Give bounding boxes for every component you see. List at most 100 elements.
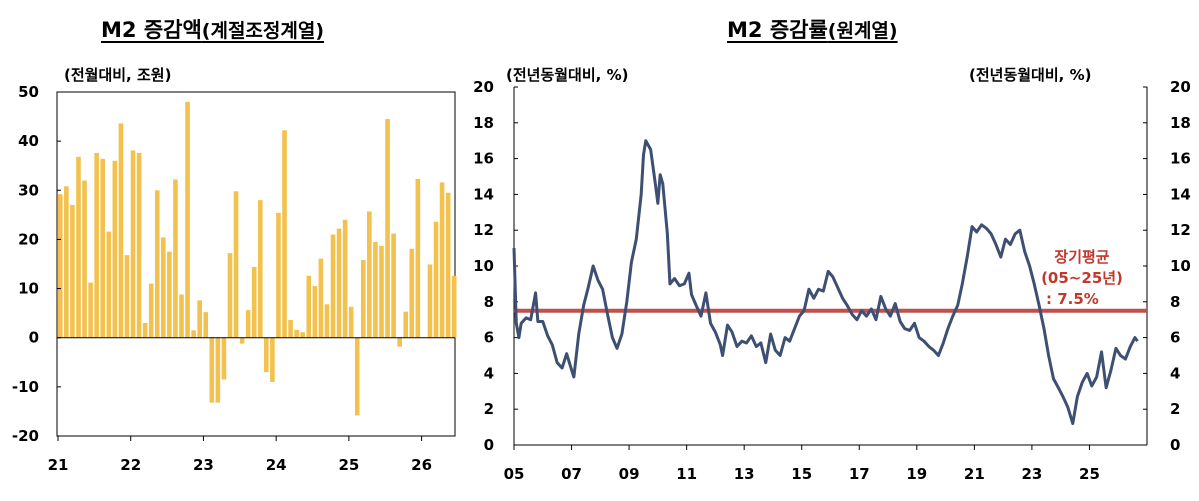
right-y-tick-label-right: 18: [1170, 114, 1191, 132]
bar: [245, 310, 251, 338]
bar: [367, 211, 372, 338]
bar: [318, 258, 324, 338]
right-x-tick-label: 07: [561, 465, 582, 483]
right-y-tick-label-left: 8: [484, 293, 494, 311]
right-x-tick-label: 13: [734, 465, 755, 483]
bar: [130, 150, 136, 338]
left-y-tick-label: 30: [18, 181, 39, 199]
left-y-tick-label: -10: [12, 378, 39, 396]
bar: [433, 221, 439, 338]
right-title-main: M2 증감률: [727, 18, 828, 42]
right-x-tick-label: 09: [619, 465, 640, 483]
m2-growth-line: [512, 139, 1139, 426]
right-x-tick-label: 15: [791, 465, 812, 483]
bar: [221, 337, 227, 380]
right-y-tick-label-right: 2: [1170, 400, 1180, 418]
bar: [58, 194, 63, 338]
bar: [439, 182, 445, 338]
bar: [264, 337, 269, 373]
bar: [282, 130, 287, 338]
bar: [76, 156, 81, 338]
right-y-tick-label-right: 6: [1170, 329, 1180, 347]
bar: [136, 152, 142, 338]
bar: [288, 320, 293, 338]
bar: [427, 264, 433, 338]
bar: [324, 304, 330, 338]
right-x-tick-label: 25: [1079, 465, 1100, 483]
bar: [330, 234, 336, 338]
left-x-tick-label: 26: [411, 456, 432, 474]
left-x-tick-label: 25: [338, 456, 359, 474]
bar: [185, 101, 190, 338]
bar: [257, 200, 263, 338]
left-x-tick-label: 21: [48, 456, 69, 474]
left-y-tick-label: -20: [12, 427, 39, 445]
bar: [294, 329, 299, 338]
right-y-tick-label-right: 8: [1170, 293, 1180, 311]
bar: [197, 300, 202, 338]
right-y-tick-label-left: 14: [473, 185, 494, 203]
right-y-tick-label-left: 10: [473, 257, 494, 275]
bar: [88, 282, 93, 338]
bar: [154, 190, 160, 338]
bar: [373, 241, 378, 338]
bar: [203, 312, 209, 338]
bar: [191, 330, 196, 338]
left-y-tick-label: 10: [18, 280, 39, 298]
bar: [306, 275, 312, 338]
left-title-sub: (계절조정계열): [201, 20, 325, 42]
bar: [336, 228, 342, 338]
right-chart-title: M2 증감률(원계열): [727, 14, 898, 44]
bar: [148, 283, 154, 338]
bar: [445, 192, 451, 338]
average-annotation-period: (05~25년): [1041, 269, 1123, 287]
average-annotation-title: 장기평균: [1054, 248, 1109, 266]
right-y-tick-label-left: 4: [484, 364, 494, 382]
right-unit-label-right: (전년동월대비, %): [969, 66, 1092, 84]
bar: [209, 337, 215, 403]
right-x-tick-label: 11: [676, 465, 697, 483]
bar: [179, 294, 184, 338]
left-unit-label: (전월대비, 조원): [64, 66, 172, 84]
right-y-tick-label-left: 12: [473, 221, 494, 239]
left-y-tick-label: 20: [18, 230, 39, 248]
left-title-main: M2 증감액: [101, 18, 202, 42]
bar: [142, 322, 148, 338]
right-x-tick-label: 19: [906, 465, 927, 483]
bar: [300, 332, 305, 338]
left-y-tick-label: 0: [29, 329, 39, 347]
bar: [112, 160, 118, 338]
left-y-tick-label: 40: [18, 132, 39, 150]
bar: [251, 266, 257, 338]
right-y-tick-label-right: 16: [1170, 150, 1191, 168]
bar: [215, 337, 221, 403]
right-title-sub: (원계열): [827, 20, 898, 42]
bar: [270, 337, 275, 382]
bar: [397, 337, 402, 347]
bar: [106, 231, 112, 338]
right-y-tick-label-left: 0: [484, 436, 494, 454]
bar: [379, 245, 384, 338]
right-y-tick-label-left: 20: [473, 78, 494, 96]
right-y-tick-label-right: 4: [1170, 364, 1180, 382]
bar: [233, 191, 239, 338]
bar: [173, 179, 178, 338]
bar: [391, 233, 396, 338]
bar: [70, 205, 75, 338]
bar: [312, 286, 318, 338]
right-y-tick-label-right: 0: [1170, 436, 1180, 454]
bar: [276, 212, 281, 338]
bar: [82, 180, 87, 338]
bar: [409, 248, 415, 338]
right-y-tick-label-right: 12: [1170, 221, 1191, 239]
right-x-tick-label: 17: [849, 465, 870, 483]
left-plot-frame: [56, 91, 456, 437]
right-y-tick-label-right: 10: [1170, 257, 1191, 275]
right-y-tick-label-right: 20: [1170, 78, 1191, 96]
average-annotation-value: : 7.5%: [1046, 290, 1099, 308]
right-y-tick-label-left: 18: [473, 114, 494, 132]
bar: [348, 306, 354, 338]
left-x-tick-label: 23: [193, 456, 214, 474]
bar: [451, 275, 457, 338]
